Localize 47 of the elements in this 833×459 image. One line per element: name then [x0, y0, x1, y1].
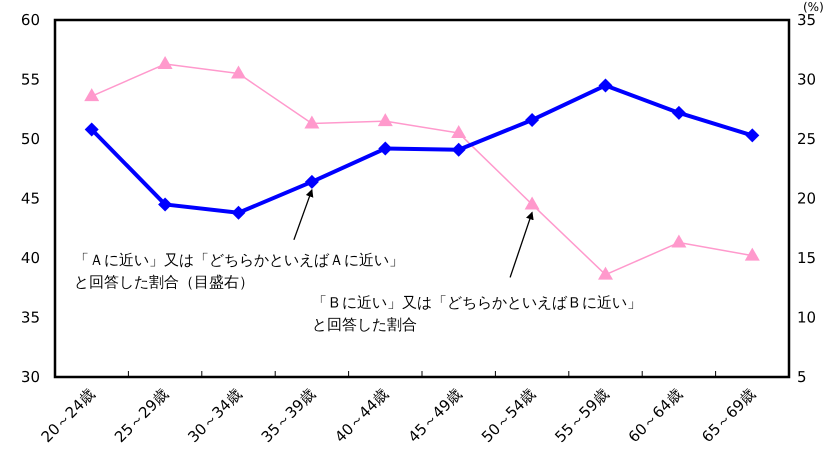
point: [232, 206, 246, 220]
point: [304, 116, 320, 129]
point: [745, 128, 760, 142]
point: [672, 106, 686, 120]
xtick: 35～39歳: [258, 385, 319, 446]
y2tick: 25: [797, 130, 816, 148]
point: [744, 248, 760, 261]
point: [158, 56, 173, 70]
point: [598, 266, 613, 280]
xtick: 45～49歳: [404, 385, 466, 446]
xtick: 25～29歳: [110, 385, 172, 446]
xtick: 60～64歳: [624, 385, 686, 446]
ytick: 30: [20, 368, 40, 386]
point: [84, 122, 99, 136]
point: [231, 66, 246, 79]
ytick: 60: [20, 11, 40, 29]
y2tick: 10: [797, 308, 816, 326]
xtick: 55～59歳: [551, 385, 612, 446]
y2tick: 35: [797, 11, 816, 29]
point: [378, 113, 393, 126]
y2label: (%): [803, 0, 824, 14]
y2tick: 15: [797, 249, 816, 267]
point: [158, 197, 172, 212]
ytick: 35: [20, 308, 40, 326]
annotation: 「Ａに近い」又は「どちらかといえばＡに近い」と回答した割合（目盛右）: [74, 250, 404, 291]
ytick: 50: [20, 130, 40, 148]
point: [524, 196, 540, 210]
xtick: 20～24歳: [38, 385, 99, 446]
y2tick: 5: [797, 368, 807, 386]
point: [671, 234, 686, 248]
point: [378, 142, 392, 156]
xtick: 50～54歳: [478, 385, 539, 446]
point: [304, 174, 319, 189]
point: [84, 88, 100, 102]
ytick: 40: [20, 249, 40, 267]
point: [452, 142, 466, 157]
point: [525, 112, 540, 127]
ytick: 55: [20, 70, 40, 88]
point: [598, 78, 612, 92]
xtick: 65～69歳: [698, 385, 760, 446]
annotation: 「Ｂに近い」又は「どちらかといえばＢに近い」と回答した割合: [312, 293, 642, 334]
y2tick: 30: [797, 70, 816, 88]
xtick: 30～34歳: [184, 385, 246, 446]
ytick: 45: [20, 190, 40, 208]
xtick: 40～44歳: [331, 385, 392, 446]
point: [451, 125, 466, 138]
y2tick: 20: [797, 190, 816, 208]
